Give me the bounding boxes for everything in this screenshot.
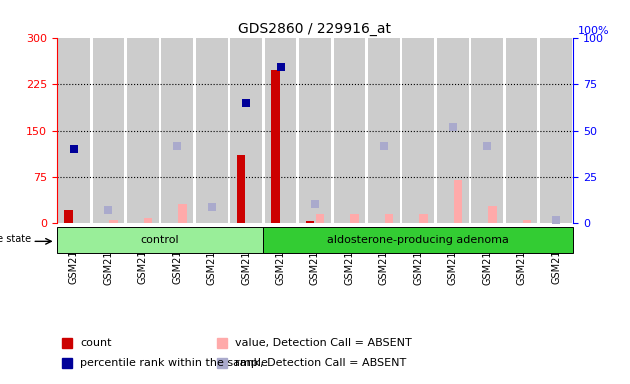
Bar (109, 220, 118, 223)
Bar (271, 70, 280, 223)
Text: 100%: 100% (578, 26, 609, 36)
Bar (506, 38, 537, 223)
Text: rank, Detection Call = ABSENT: rank, Detection Call = ABSENT (235, 358, 406, 368)
Bar (385, 214, 393, 223)
Bar (522, 220, 531, 223)
Bar (265, 38, 296, 223)
Bar (316, 214, 324, 223)
Bar (541, 38, 572, 223)
Text: value, Detection Call = ABSENT: value, Detection Call = ABSENT (235, 338, 411, 348)
Bar (419, 214, 428, 223)
Bar (178, 204, 186, 223)
Text: disease state: disease state (0, 233, 31, 244)
Bar (127, 38, 159, 223)
Bar (161, 38, 193, 223)
Bar (403, 38, 434, 223)
Text: percentile rank within the sample: percentile rank within the sample (80, 358, 268, 368)
Bar (299, 38, 331, 223)
Bar (57, 227, 263, 253)
Bar (454, 180, 462, 223)
Bar (350, 214, 359, 223)
Bar (64, 210, 73, 223)
Bar (263, 227, 573, 253)
Text: control: control (140, 235, 180, 245)
Bar (368, 38, 399, 223)
Bar (237, 155, 245, 223)
Bar (231, 38, 262, 223)
Bar (144, 218, 152, 223)
Bar (488, 205, 496, 223)
Bar (437, 38, 469, 223)
Bar (93, 38, 124, 223)
Text: aldosterone-producing adenoma: aldosterone-producing adenoma (328, 235, 509, 245)
Bar (58, 38, 89, 223)
Text: count: count (80, 338, 112, 348)
Bar (306, 221, 314, 223)
Bar (196, 38, 227, 223)
Bar (334, 38, 365, 223)
Title: GDS2860 / 229916_at: GDS2860 / 229916_at (239, 22, 391, 36)
Bar (471, 38, 503, 223)
